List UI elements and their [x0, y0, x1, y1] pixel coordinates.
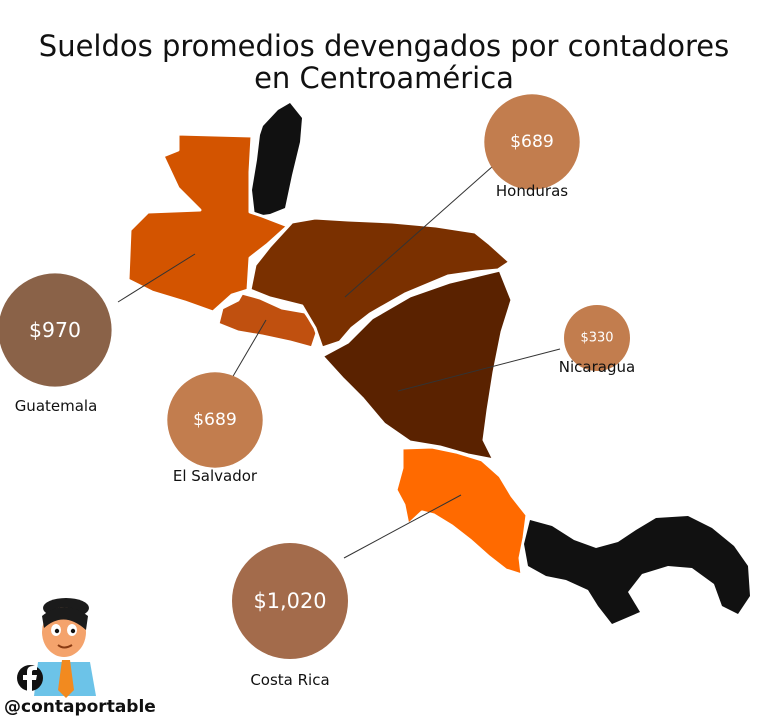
country-labels: Guatemala El Salvador Honduras Nicaragua Cos…	[15, 182, 636, 689]
region-el-salvador	[216, 291, 320, 350]
chart-title-line-2: en Centroamérica	[254, 61, 514, 95]
region-guatemala	[126, 132, 290, 314]
accountant-mascot-icon	[34, 598, 96, 698]
region-panama	[524, 516, 750, 624]
leader-line-nicaragua	[397, 348, 561, 392]
country-label-costa-rica: Costa Rica	[250, 671, 329, 689]
chart-title-line-1: Sueldos promedios devengados por contado…	[39, 29, 729, 63]
bubble-value-costa-rica: $1,020	[253, 589, 326, 613]
country-label-nicaragua: Nicaragua	[559, 358, 635, 376]
leader-line-honduras	[344, 165, 494, 298]
brand-handle: @contaportable	[4, 697, 156, 717]
bubble-value-guatemala: $970	[29, 318, 81, 342]
bubble-value-el-salvador: $689	[193, 410, 237, 430]
leader-line-guatemala	[117, 253, 196, 303]
bubble-costa-rica	[232, 543, 348, 659]
region-honduras	[248, 216, 512, 350]
bubble-guatemala	[0, 273, 112, 387]
leader-line-costa-rica	[343, 494, 462, 559]
central-america-map	[126, 103, 750, 624]
value-bubbles: $970 $689 $689 $330 $1,020	[0, 94, 630, 659]
region-nicaragua	[320, 268, 514, 462]
bubble-el-salvador	[167, 372, 263, 468]
bubble-value-honduras: $689	[510, 132, 554, 152]
country-label-guatemala: Guatemala	[15, 397, 98, 415]
country-label-el-salvador: El Salvador	[173, 467, 258, 485]
leader-line-el-salvador	[231, 319, 267, 379]
branding: @contaportable	[4, 598, 156, 717]
leader-lines	[117, 165, 561, 559]
region-belize	[252, 103, 302, 216]
country-label-honduras: Honduras	[496, 182, 568, 200]
bubble-value-nicaragua: $330	[580, 331, 613, 346]
bubble-honduras	[484, 94, 580, 190]
facebook-icon	[17, 665, 43, 692]
bubble-nicaragua	[564, 305, 630, 371]
region-costa-rica	[394, 445, 529, 577]
